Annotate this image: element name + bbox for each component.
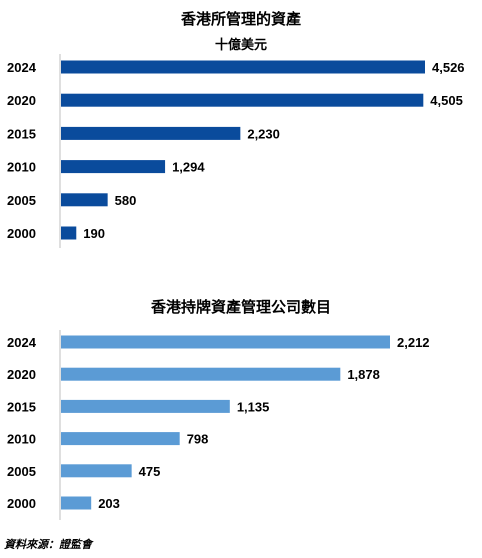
tick-label-2010: 2010 [7,160,36,175]
bar-2005 [61,464,132,478]
assets-bar-chart: 2024 4,526 2020 4,505 2015 2,230 2010 1,294 2005… [7,54,465,248]
value-label-2020: 4,505 [430,93,463,108]
bar-2015 [61,399,230,413]
bar-2024 [61,60,425,74]
tick-label-2020: 2020 [7,93,36,108]
value-label-2010: 798 [187,432,209,447]
bar-2005 [61,193,108,207]
value-label-2024: 2,212 [397,335,430,350]
tick-label-2010: 2010 [7,432,36,447]
source-note: 資料來源：證監會 [4,538,92,551]
bar-2000 [61,496,92,510]
tick-label-2000: 2000 [7,496,36,511]
value-label-2000: 203 [98,496,120,511]
chart-title: 香港所管理的資產 [180,10,301,28]
tick-label-2000: 2000 [7,226,36,241]
tick-label-2005: 2005 [7,464,36,479]
value-label-2005: 580 [115,193,137,208]
bar-2010 [61,432,180,446]
tick-label-2020: 2020 [7,367,36,382]
bar-2020 [61,367,341,381]
chart-title: 香港持牌資產管理公司數目 [150,298,331,316]
value-label-2015: 1,135 [237,399,270,414]
bar-2010 [61,160,166,174]
tick-label-2005: 2005 [7,193,36,208]
firms-bar-chart: 2024 2,212 2020 1,878 2015 1,135 2010 798 2005 47… [7,330,430,520]
value-label-2024: 4,526 [432,60,465,75]
value-label-2005: 475 [139,464,161,479]
value-label-2010: 1,294 [172,160,205,175]
tick-label-2024: 2024 [7,335,37,350]
value-label-2020: 1,878 [347,367,380,382]
value-label-2015: 2,230 [247,126,280,141]
bar-2024 [61,335,390,349]
value-label-2000: 190 [83,226,105,241]
bar-2000 [61,226,77,240]
bar-2020 [61,93,424,107]
tick-label-2024: 2024 [7,60,37,75]
chart-subtitle: 十億美元 [214,38,267,53]
tick-label-2015: 2015 [7,399,36,414]
tick-label-2015: 2015 [7,126,36,141]
bar-2015 [61,126,241,140]
